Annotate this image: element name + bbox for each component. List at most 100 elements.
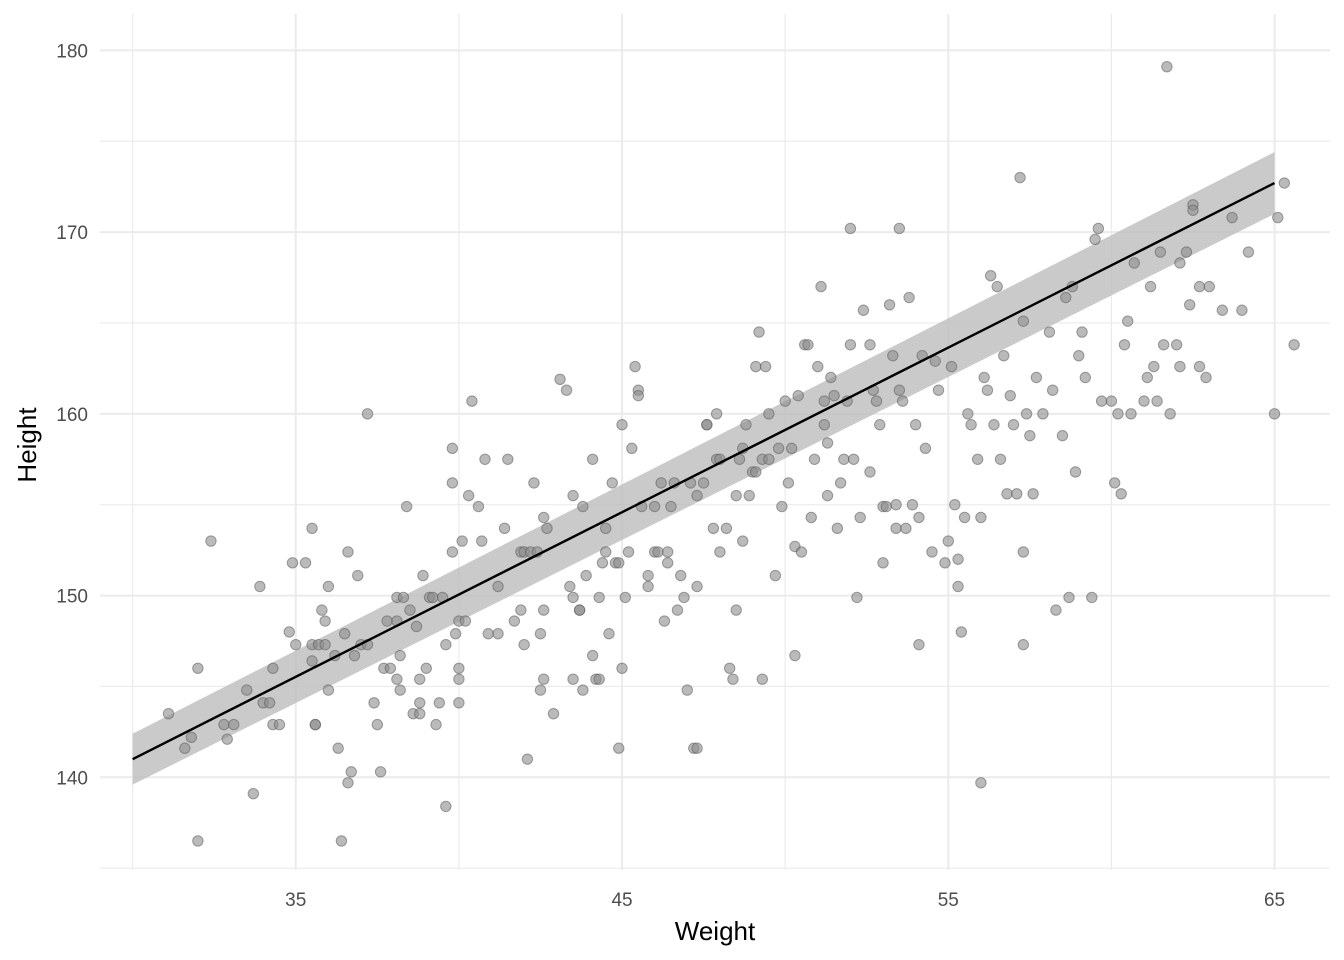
data-point [1193,280,1206,293]
data-point [577,684,589,696]
data-point [929,355,941,367]
data-point [192,662,204,674]
data-point [433,697,446,709]
data-point [397,591,410,604]
data-point [440,638,452,651]
data-point [952,580,964,593]
data-point [661,546,674,558]
data-point [838,453,850,465]
data-point [440,800,452,813]
data-point [955,626,968,638]
data-point [613,742,625,754]
data-point [678,591,690,604]
data-point [1193,360,1206,373]
data-point [342,546,354,558]
data-point [316,604,328,616]
data-point [472,500,485,513]
data-point [981,384,994,396]
data-point [306,655,318,667]
data-point [707,522,720,535]
data-point [737,535,749,547]
data-point [427,591,439,604]
data-point [727,673,739,685]
data-point [874,419,886,431]
data-point [903,291,915,304]
data-point [338,628,351,640]
data-point [906,499,919,511]
data-point [228,718,240,731]
data-point [345,766,357,778]
data-point [263,697,276,709]
data-point [613,557,625,569]
data-point [538,673,550,685]
regression-line [132,181,1276,761]
data-point [1069,466,1082,478]
data-point [714,546,726,558]
data-point [691,742,703,754]
data-point [1030,371,1043,384]
data-point [877,557,889,569]
data-point [319,615,331,627]
data-point [998,349,1010,362]
data-point [241,684,253,696]
data-point [479,453,491,465]
data-point [554,373,566,385]
data-point [622,546,635,558]
data-point [851,591,863,604]
data-point [462,489,475,502]
data-point [632,389,645,402]
data-point [1020,408,1033,420]
data-point [1007,419,1020,431]
data-point [665,500,677,513]
data-point [394,649,406,662]
data-point [750,360,762,373]
data-point [782,477,795,489]
data-point [844,339,857,351]
data-point [1073,349,1085,362]
data-point [414,673,426,685]
y-tick-label: 150 [56,587,88,608]
data-point [410,620,423,633]
data-point [453,662,465,674]
data-point [949,499,961,511]
data-point [482,628,494,640]
data-point [834,477,847,489]
data-point [818,419,830,431]
data-point [857,304,870,316]
data-point [1148,360,1160,373]
data-point [541,522,553,535]
data-point [1268,408,1281,420]
data-point [1004,389,1016,402]
data-point [1184,299,1196,311]
data-point [218,718,230,731]
data-point [247,787,260,800]
data-point [776,500,788,513]
data-point [1086,591,1098,604]
data-point [306,522,318,535]
data-point [740,419,752,431]
data-point [962,408,974,420]
data-point [1115,488,1127,500]
data-point [319,638,331,651]
data-point [978,371,990,384]
data-point [779,395,791,407]
data-point [449,628,462,640]
data-point [792,389,804,402]
data-point [626,442,638,455]
data-point [926,546,938,558]
data-point [322,684,335,696]
data-point [600,522,612,535]
data-point [893,222,906,235]
data-point [1278,177,1291,189]
y-axis-ticks: 140 150 160 170 180 [56,41,88,789]
data-point [1144,280,1157,293]
data-point [808,453,821,465]
data-point [348,649,361,662]
data-point [420,662,432,674]
data-point [567,489,579,502]
data-point [965,419,977,431]
data-point [1128,257,1140,269]
data-point [958,511,971,524]
data-point [453,673,465,685]
